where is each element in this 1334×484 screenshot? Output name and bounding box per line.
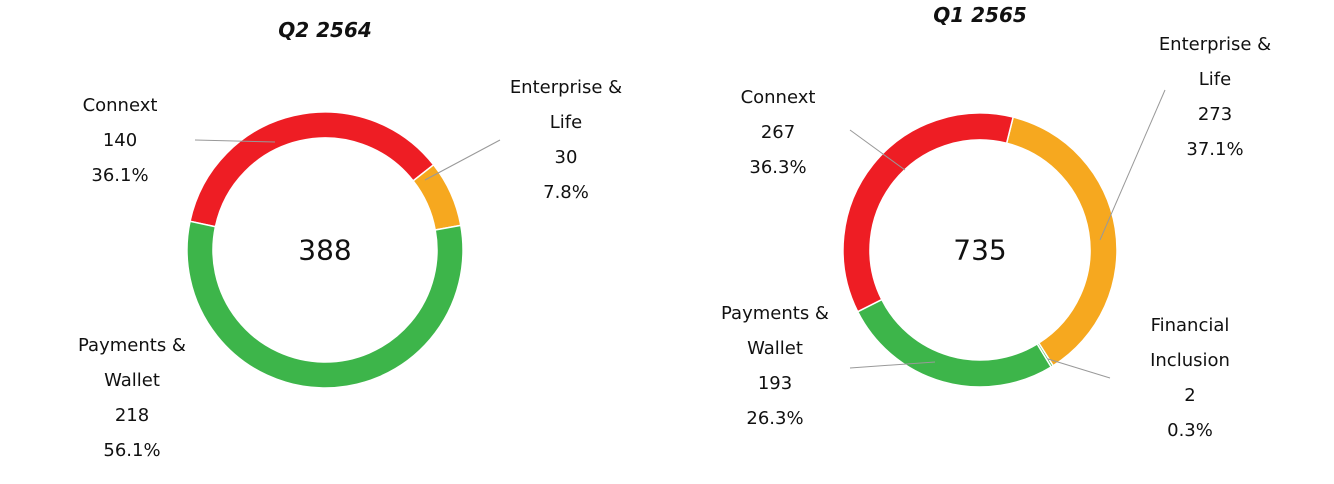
value-label: 30: [554, 147, 578, 168]
category-name: Connext: [740, 87, 816, 108]
value-label: 273: [1197, 104, 1233, 125]
category-name: Enterprise & Life: [1158, 34, 1272, 90]
segment-label: Connext 267 36.3%: [713, 80, 843, 185]
category-name: Financial Inclusion: [1150, 315, 1230, 371]
value-label: 193: [757, 373, 793, 394]
share-label: 36.3%: [749, 157, 807, 178]
share-label: 26.3%: [746, 408, 804, 429]
share-label: 36.1%: [91, 165, 149, 186]
donut-segment: [189, 111, 435, 228]
category-name: Connext: [82, 95, 158, 116]
leader-line: [849, 361, 936, 369]
value-label: 267: [760, 122, 796, 143]
donut-segment: [186, 220, 464, 389]
share-label: 56.1%: [103, 440, 161, 461]
share-label: 0.3%: [1167, 420, 1213, 441]
center-total: 735: [953, 233, 1007, 267]
chart-title: Q1 2565: [933, 3, 1027, 27]
value-label: 218: [114, 405, 150, 426]
center-total: 388: [298, 233, 352, 267]
share-label: 7.8%: [543, 182, 589, 203]
segment-label: Payments & Wallet 193 26.3%: [710, 296, 840, 436]
donut-segment: [842, 112, 1015, 313]
value-label: 2: [1184, 385, 1196, 406]
donut-segment: [856, 298, 1053, 388]
category-name: Payments & Wallet: [721, 303, 829, 359]
category-name: Payments & Wallet: [78, 335, 186, 391]
donut-segment: [1005, 116, 1118, 367]
segment-label: Financial Inclusion 2 0.3%: [1125, 308, 1255, 448]
chart-title: Q2 2564: [278, 18, 372, 42]
segment-label: Enterprise & Life 273 37.1%: [1150, 27, 1280, 167]
donut-segment: [412, 163, 462, 231]
segment-label: Enterprise & Life 30 7.8%: [501, 70, 631, 210]
leader-line: [194, 139, 276, 143]
leader-line: [849, 129, 906, 171]
leader-line: [1099, 89, 1166, 241]
value-label: 140: [102, 130, 138, 151]
category-name: Enterprise & Life: [509, 77, 623, 133]
leader-line: [424, 139, 501, 181]
segment-label: Connext 140 36.1%: [55, 88, 185, 193]
segment-label: Payments & Wallet 218 56.1%: [67, 328, 197, 468]
leader-line: [1034, 354, 1111, 379]
share-label: 37.1%: [1186, 139, 1244, 160]
